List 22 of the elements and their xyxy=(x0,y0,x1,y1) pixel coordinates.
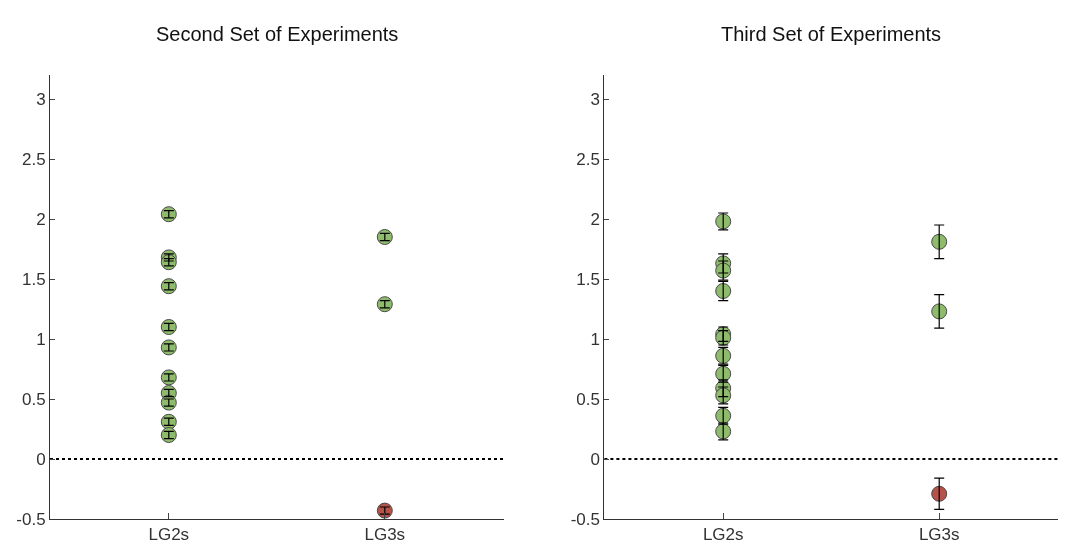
y-tick-label: 3 xyxy=(590,89,600,109)
y-tick-label: 1 xyxy=(36,329,46,349)
y-tick-label: 0.5 xyxy=(21,389,46,409)
y-tick-label: 2.5 xyxy=(576,149,600,169)
y-tick-label: 2 xyxy=(590,209,600,229)
y-tick-label: 3 xyxy=(36,89,46,109)
y-tick-label: 2.5 xyxy=(21,149,46,169)
x-tick-label: LG3s xyxy=(364,525,406,545)
x-tick-label: LG2s xyxy=(702,525,744,545)
x-tick-label: LG3s xyxy=(918,525,960,545)
y-tick-label: 1.5 xyxy=(21,269,46,289)
y-tick-label: 0 xyxy=(590,449,600,469)
y-tick-label: 1 xyxy=(590,329,600,349)
y-tick-label: -0.5 xyxy=(570,509,600,529)
y-tick-label: 2 xyxy=(36,209,46,229)
y-tick-label: 1.5 xyxy=(576,269,600,289)
y-tick-label: 0 xyxy=(36,449,46,469)
chart-title: Third Set of Experiments xyxy=(721,23,942,45)
chart-title: Second Set of Experiments xyxy=(156,23,399,45)
y-tick-label: 0.5 xyxy=(576,389,600,409)
x-tick-label: LG2s xyxy=(148,525,190,545)
y-tick-label: -0.5 xyxy=(16,509,46,529)
